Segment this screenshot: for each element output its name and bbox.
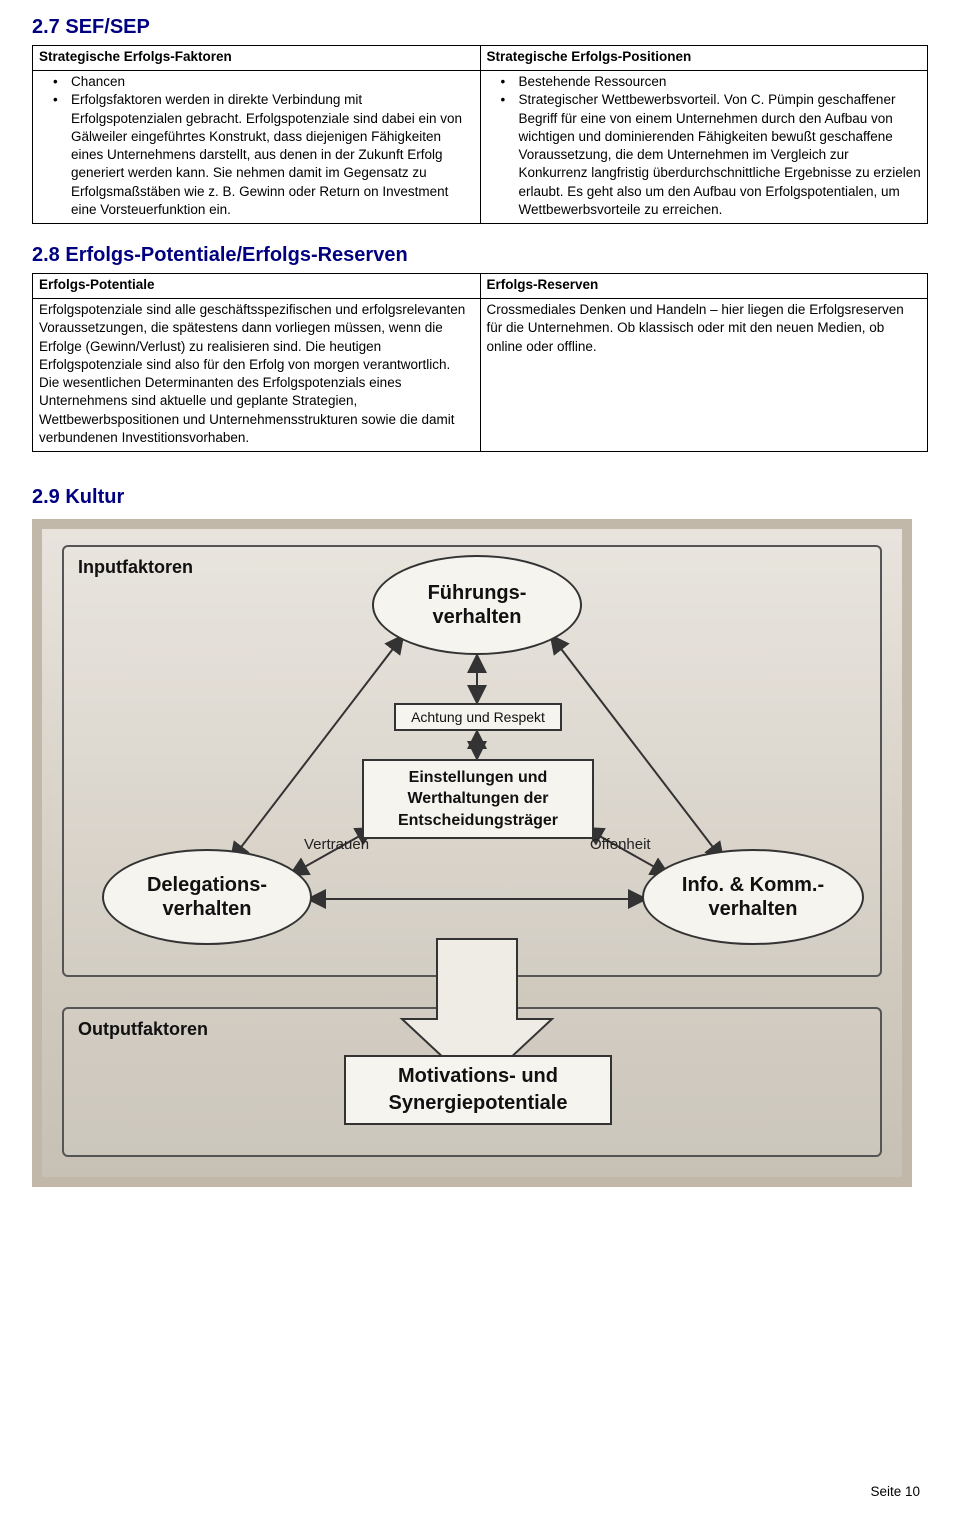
sep-item-2: Strategischer Wettbewerbsvorteil. Von C.… bbox=[487, 91, 922, 219]
th-reserven: Erfolgs-Reserven bbox=[480, 273, 928, 298]
panel-label-input: Inputfaktoren bbox=[78, 555, 193, 579]
th-sep: Strategische Erfolgs-Positionen bbox=[480, 46, 928, 71]
node-motivations-synergie: Motivations- undSynergiepotentiale bbox=[344, 1055, 612, 1125]
node-info-komm-verhalten: Info. & Komm.-verhalten bbox=[642, 849, 864, 945]
th-potentiale: Erfolgs-Potentiale bbox=[33, 273, 481, 298]
table-sef-sep: Strategische Erfolgs-Faktoren Strategisc… bbox=[32, 45, 928, 224]
page-footer: Seite 10 bbox=[870, 1483, 920, 1501]
diagram-paper: Inputfaktoren Outputfaktoren bbox=[42, 529, 902, 1177]
node-achtung-respekt: Achtung und Respekt bbox=[394, 703, 562, 731]
td-sef-body: Chancen Erfolgsfaktoren werden in direkt… bbox=[33, 71, 481, 224]
node-fuehrungsverhalten: Führungs-verhalten bbox=[372, 555, 582, 655]
edge-label-offenheit: Offenheit bbox=[590, 835, 651, 855]
sef-item-2: Erfolgsfaktoren werden in direkte Verbin… bbox=[39, 91, 474, 219]
td-reserven-body: Crossmediales Denken und Handeln – hier … bbox=[480, 299, 928, 452]
heading-2-9: 2.9 Kultur bbox=[32, 484, 928, 511]
heading-2-8: 2.8 Erfolgs-Potentiale/Erfolgs-Reserven bbox=[32, 242, 928, 269]
sef-item-1: Chancen bbox=[39, 73, 474, 91]
edge-label-vertrauen: Vertrauen bbox=[304, 835, 369, 855]
node-delegationsverhalten: Delegations-verhalten bbox=[102, 849, 312, 945]
th-sef: Strategische Erfolgs-Faktoren bbox=[33, 46, 481, 71]
table-potentiale-reserven: Erfolgs-Potentiale Erfolgs-Reserven Erfo… bbox=[32, 273, 928, 452]
sep-item-1: Bestehende Ressourcen bbox=[487, 73, 922, 91]
node-einstellungen: Einstellungen undWerthaltungen derEntsch… bbox=[362, 759, 594, 839]
panel-label-output: Outputfaktoren bbox=[78, 1017, 208, 1041]
kultur-diagram: Inputfaktoren Outputfaktoren bbox=[32, 519, 912, 1187]
td-sep-body: Bestehende Ressourcen Strategischer Wett… bbox=[480, 71, 928, 224]
td-potentiale-body: Erfolgspotenziale sind alle geschäftsspe… bbox=[33, 299, 481, 452]
heading-2-7: 2.7 SEF/SEP bbox=[32, 14, 928, 41]
